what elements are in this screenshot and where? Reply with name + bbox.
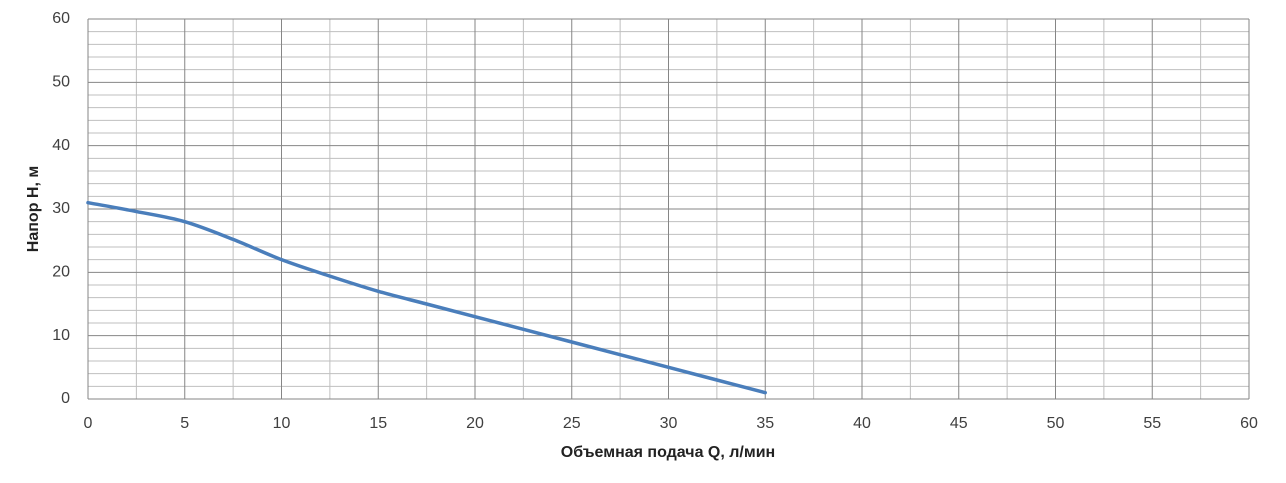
y-tick-label: 50 <box>52 74 70 91</box>
x-tick-label: 60 <box>1240 415 1258 432</box>
line-series <box>86 200 767 395</box>
x-tick-label: 30 <box>660 415 678 432</box>
y-tick-label: 20 <box>52 264 70 281</box>
x-tick-label: 10 <box>273 415 291 432</box>
y-tick-label: 10 <box>52 327 70 344</box>
x-tick-label: 15 <box>369 415 387 432</box>
y-tick-label: 60 <box>52 10 70 27</box>
y-tick-label: 30 <box>52 200 70 217</box>
y-axis-title: Напор H, м <box>25 166 42 252</box>
y-tick-label: 40 <box>52 137 70 154</box>
x-tick-label: 25 <box>563 415 581 432</box>
y-tick-label: 0 <box>61 390 70 407</box>
x-tick-label: 45 <box>950 415 968 432</box>
x-tick-label: 50 <box>1047 415 1065 432</box>
x-tick-label: 40 <box>853 415 871 432</box>
x-tick-label: 20 <box>466 415 484 432</box>
x-tick-label: 0 <box>84 415 93 432</box>
x-tick-label: 35 <box>756 415 774 432</box>
x-tick-label: 5 <box>180 415 189 432</box>
x-tick-label: 55 <box>1143 415 1161 432</box>
x-axis-title: Объемная подача Q, л/мин <box>561 444 775 461</box>
